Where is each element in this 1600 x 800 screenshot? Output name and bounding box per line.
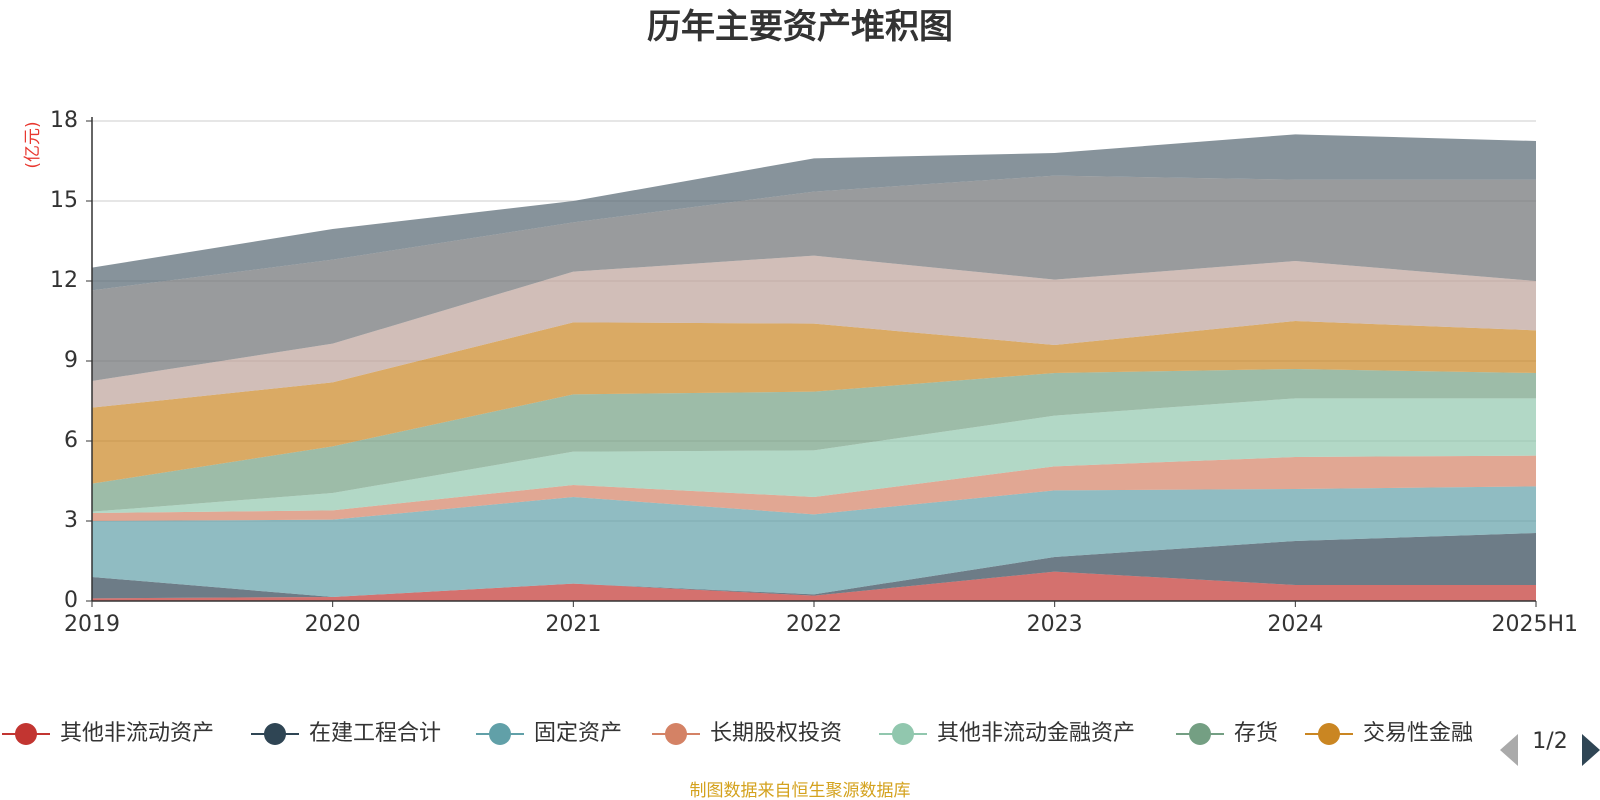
y-tick-label: 9	[64, 348, 78, 373]
y-tick-label: 18	[50, 108, 78, 133]
area-series-9	[92, 175, 1536, 381]
chart-title: 历年主要资产堆积图	[647, 7, 953, 47]
legend-pager: 1/2	[1500, 729, 1600, 766]
legend-page-indicator: 1/2	[1532, 729, 1567, 754]
legend: 其他非流动资产 在建工程合计 固定资产 长期股权投资 其他非流动金融资产 存货 交易性金融	[2, 721, 1473, 746]
y-tick-label: 3	[64, 508, 78, 533]
legend-item[interactable]: 存货	[1176, 721, 1278, 746]
area-series-7	[92, 321, 1536, 484]
y-tick-label: 15	[50, 188, 78, 213]
y-tick-label: 6	[64, 428, 78, 453]
legend-label: 交易性金融	[1363, 721, 1473, 746]
legend-marker	[1189, 723, 1211, 745]
y-tick-label: 12	[50, 268, 78, 293]
x-tick-label: 2021	[545, 612, 601, 637]
legend-label: 在建工程合计	[309, 721, 441, 746]
legend-label: 长期股权投资	[710, 721, 842, 746]
legend-marker	[892, 723, 914, 745]
axes: 0 3 6 9 12 15 18 2019 2020 2021 2022 2023 2024 2025H1	[50, 108, 1578, 637]
x-tick-label: 2024	[1267, 612, 1323, 637]
source-note: 制图数据来自恒生聚源数据库	[690, 781, 911, 800]
area-series-10	[92, 134, 1536, 291]
legend-marker	[1318, 723, 1340, 745]
legend-item[interactable]: 交易性金融	[1305, 721, 1473, 746]
legend-item[interactable]: 在建工程合计	[251, 721, 441, 746]
legend-next-icon[interactable]	[1582, 734, 1600, 766]
legend-label: 固定资产	[534, 721, 622, 746]
area-series-5	[92, 398, 1536, 513]
legend-marker	[665, 723, 687, 745]
area-series-6	[92, 369, 1536, 512]
legend-marker	[489, 723, 511, 745]
legend-item[interactable]: 长期股权投资	[652, 721, 842, 746]
x-tick-label: 2023	[1027, 612, 1083, 637]
legend-label: 其他非流动金融资产	[937, 721, 1135, 746]
area-series-2	[92, 533, 1536, 599]
legend-item[interactable]: 固定资产	[476, 721, 622, 746]
area-series-3	[92, 486, 1536, 597]
legend-item[interactable]: 其他非流动金融资产	[879, 721, 1135, 746]
area-layers	[92, 134, 1536, 601]
x-tick-label: 2025H1	[1491, 612, 1578, 637]
area-series-8	[92, 255, 1536, 408]
x-tick-label: 2022	[786, 612, 842, 637]
x-tick-label: 2019	[64, 612, 120, 637]
legend-prev-icon[interactable]	[1500, 734, 1518, 766]
legend-item[interactable]: 其他非流动资产	[2, 721, 214, 746]
legend-marker	[264, 723, 286, 745]
area-series-1	[92, 571, 1536, 601]
y-axis-unit: (亿元)	[23, 121, 43, 168]
x-tick-label: 2020	[305, 612, 361, 637]
legend-label: 存货	[1234, 721, 1278, 746]
legend-marker	[15, 723, 37, 745]
legend-label: 其他非流动资产	[60, 721, 214, 746]
area-series-4	[92, 455, 1536, 521]
y-tick-label: 0	[64, 588, 78, 613]
